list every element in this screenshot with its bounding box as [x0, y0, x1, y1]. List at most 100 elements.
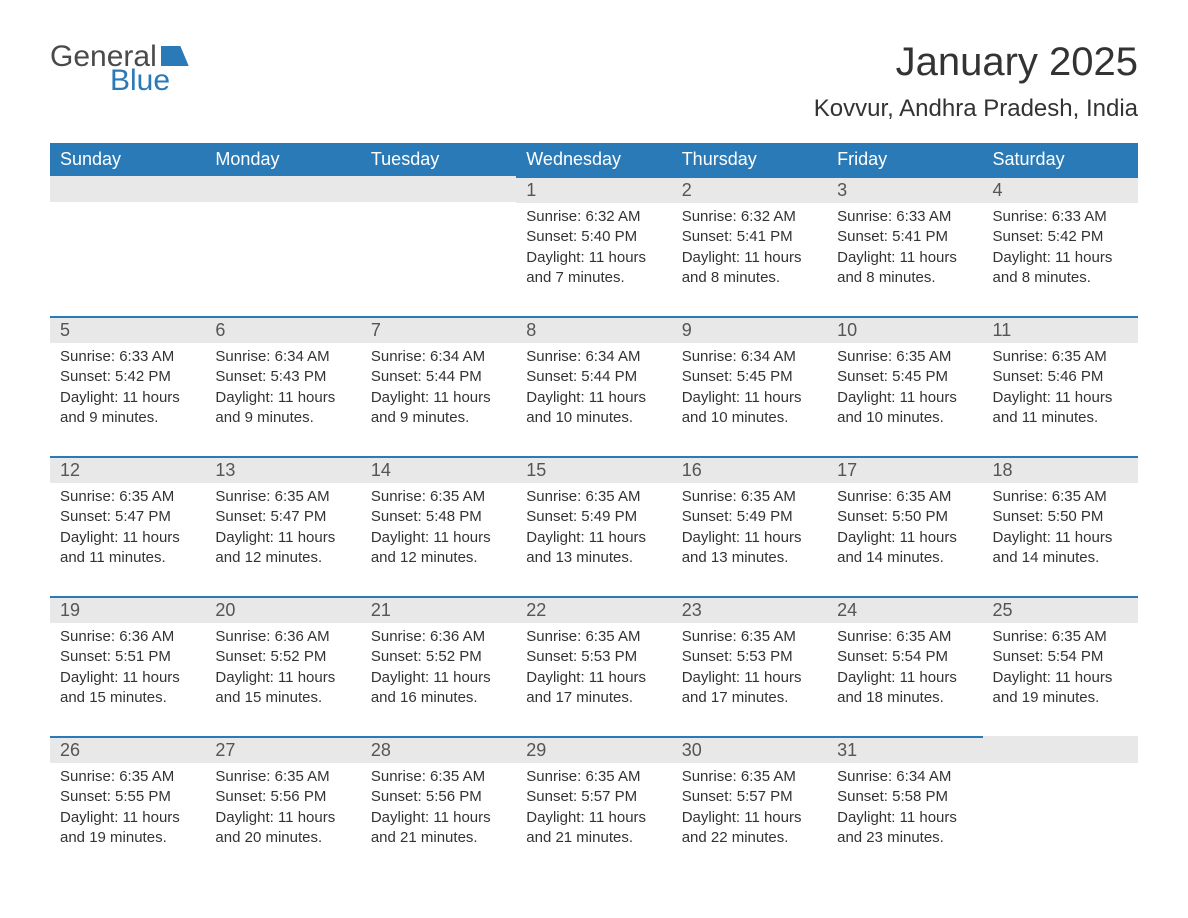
sunset-line: Sunset: 5:57 PM — [526, 787, 661, 807]
sunrise-line: Sunrise: 6:35 AM — [837, 347, 972, 367]
day-content: Sunrise: 6:34 AMSunset: 5:44 PMDaylight:… — [516, 343, 671, 432]
sunset-line: Sunset: 5:45 PM — [837, 367, 972, 387]
sunset-line: Sunset: 5:49 PM — [526, 507, 661, 527]
day-cell: 1Sunrise: 6:32 AMSunset: 5:40 PMDaylight… — [516, 176, 671, 316]
day-content: Sunrise: 6:35 AMSunset: 5:47 PMDaylight:… — [50, 483, 205, 572]
day-cell: 28Sunrise: 6:35 AMSunset: 5:56 PMDayligh… — [361, 736, 516, 876]
day-content: Sunrise: 6:35 AMSunset: 5:56 PMDaylight:… — [361, 763, 516, 852]
day-number: 28 — [361, 736, 516, 763]
day-number: 4 — [983, 176, 1138, 203]
day-cell: 18Sunrise: 6:35 AMSunset: 5:50 PMDayligh… — [983, 456, 1138, 596]
daylight-line: Daylight: 11 hours and 19 minutes. — [993, 668, 1128, 709]
sunrise-line: Sunrise: 6:35 AM — [682, 487, 817, 507]
sunset-line: Sunset: 5:47 PM — [60, 507, 195, 527]
day-content: Sunrise: 6:35 AMSunset: 5:46 PMDaylight:… — [983, 343, 1138, 432]
day-number: 10 — [827, 316, 982, 343]
day-number: 17 — [827, 456, 982, 483]
day-number: 22 — [516, 596, 671, 623]
daylight-line: Daylight: 11 hours and 15 minutes. — [60, 668, 195, 709]
day-cell: 17Sunrise: 6:35 AMSunset: 5:50 PMDayligh… — [827, 456, 982, 596]
sunrise-line: Sunrise: 6:36 AM — [371, 627, 506, 647]
day-number: 12 — [50, 456, 205, 483]
week-row: 1Sunrise: 6:32 AMSunset: 5:40 PMDaylight… — [50, 176, 1138, 316]
sunrise-line: Sunrise: 6:34 AM — [526, 347, 661, 367]
sunset-line: Sunset: 5:47 PM — [215, 507, 350, 527]
day-content: Sunrise: 6:35 AMSunset: 5:45 PMDaylight:… — [827, 343, 982, 432]
day-cell: 7Sunrise: 6:34 AMSunset: 5:44 PMDaylight… — [361, 316, 516, 456]
daylight-line: Daylight: 11 hours and 20 minutes. — [215, 808, 350, 849]
day-cell — [50, 176, 205, 316]
calendar-table: Sunday Monday Tuesday Wednesday Thursday… — [50, 143, 1138, 876]
sunrise-line: Sunrise: 6:35 AM — [993, 487, 1128, 507]
sunset-line: Sunset: 5:43 PM — [215, 367, 350, 387]
sunrise-line: Sunrise: 6:34 AM — [371, 347, 506, 367]
day-content: Sunrise: 6:33 AMSunset: 5:42 PMDaylight:… — [983, 203, 1138, 292]
day-cell: 4Sunrise: 6:33 AMSunset: 5:42 PMDaylight… — [983, 176, 1138, 316]
daylight-line: Daylight: 11 hours and 12 minutes. — [215, 528, 350, 569]
day-content: Sunrise: 6:34 AMSunset: 5:58 PMDaylight:… — [827, 763, 982, 852]
day-content: Sunrise: 6:35 AMSunset: 5:55 PMDaylight:… — [50, 763, 205, 852]
day-cell: 31Sunrise: 6:34 AMSunset: 5:58 PMDayligh… — [827, 736, 982, 876]
day-cell: 9Sunrise: 6:34 AMSunset: 5:45 PMDaylight… — [672, 316, 827, 456]
day-cell: 25Sunrise: 6:35 AMSunset: 5:54 PMDayligh… — [983, 596, 1138, 736]
title-block: January 2025 Kovvur, Andhra Pradesh, Ind… — [814, 40, 1138, 123]
day-number: 29 — [516, 736, 671, 763]
week-row: 12Sunrise: 6:35 AMSunset: 5:47 PMDayligh… — [50, 456, 1138, 596]
sunrise-line: Sunrise: 6:35 AM — [215, 767, 350, 787]
empty-day-number — [361, 176, 516, 202]
daylight-line: Daylight: 11 hours and 21 minutes. — [371, 808, 506, 849]
day-cell: 12Sunrise: 6:35 AMSunset: 5:47 PMDayligh… — [50, 456, 205, 596]
week-row: 19Sunrise: 6:36 AMSunset: 5:51 PMDayligh… — [50, 596, 1138, 736]
daylight-line: Daylight: 11 hours and 7 minutes. — [526, 248, 661, 289]
day-content: Sunrise: 6:35 AMSunset: 5:50 PMDaylight:… — [983, 483, 1138, 572]
day-cell: 8Sunrise: 6:34 AMSunset: 5:44 PMDaylight… — [516, 316, 671, 456]
day-content: Sunrise: 6:35 AMSunset: 5:49 PMDaylight:… — [672, 483, 827, 572]
sunset-line: Sunset: 5:44 PM — [526, 367, 661, 387]
daylight-line: Daylight: 11 hours and 13 minutes. — [526, 528, 661, 569]
daylight-line: Daylight: 11 hours and 9 minutes. — [60, 388, 195, 429]
sunrise-line: Sunrise: 6:35 AM — [371, 487, 506, 507]
logo-blue-text: Blue — [110, 64, 189, 98]
sunset-line: Sunset: 5:56 PM — [371, 787, 506, 807]
day-cell: 11Sunrise: 6:35 AMSunset: 5:46 PMDayligh… — [983, 316, 1138, 456]
day-number: 23 — [672, 596, 827, 623]
day-cell: 20Sunrise: 6:36 AMSunset: 5:52 PMDayligh… — [205, 596, 360, 736]
sunrise-line: Sunrise: 6:33 AM — [837, 207, 972, 227]
sunrise-line: Sunrise: 6:36 AM — [215, 627, 350, 647]
day-cell: 3Sunrise: 6:33 AMSunset: 5:41 PMDaylight… — [827, 176, 982, 316]
day-cell: 6Sunrise: 6:34 AMSunset: 5:43 PMDaylight… — [205, 316, 360, 456]
sunset-line: Sunset: 5:40 PM — [526, 227, 661, 247]
day-number: 13 — [205, 456, 360, 483]
weekday-header: Thursday — [672, 143, 827, 176]
daylight-line: Daylight: 11 hours and 14 minutes. — [993, 528, 1128, 569]
sunset-line: Sunset: 5:44 PM — [371, 367, 506, 387]
sunrise-line: Sunrise: 6:35 AM — [215, 487, 350, 507]
day-cell — [983, 736, 1138, 876]
sunset-line: Sunset: 5:46 PM — [993, 367, 1128, 387]
sunrise-line: Sunrise: 6:35 AM — [993, 627, 1128, 647]
day-cell: 23Sunrise: 6:35 AMSunset: 5:53 PMDayligh… — [672, 596, 827, 736]
sunrise-line: Sunrise: 6:34 AM — [215, 347, 350, 367]
day-content: Sunrise: 6:35 AMSunset: 5:53 PMDaylight:… — [672, 623, 827, 712]
day-number: 31 — [827, 736, 982, 763]
sunset-line: Sunset: 5:58 PM — [837, 787, 972, 807]
day-content: Sunrise: 6:34 AMSunset: 5:43 PMDaylight:… — [205, 343, 360, 432]
weekday-header: Wednesday — [516, 143, 671, 176]
day-number: 14 — [361, 456, 516, 483]
day-number: 18 — [983, 456, 1138, 483]
sunrise-line: Sunrise: 6:35 AM — [837, 627, 972, 647]
month-title: January 2025 — [814, 40, 1138, 85]
daylight-line: Daylight: 11 hours and 18 minutes. — [837, 668, 972, 709]
day-cell: 15Sunrise: 6:35 AMSunset: 5:49 PMDayligh… — [516, 456, 671, 596]
weekday-header: Tuesday — [361, 143, 516, 176]
sunrise-line: Sunrise: 6:33 AM — [993, 207, 1128, 227]
sunset-line: Sunset: 5:41 PM — [837, 227, 972, 247]
day-content: Sunrise: 6:32 AMSunset: 5:40 PMDaylight:… — [516, 203, 671, 292]
daylight-line: Daylight: 11 hours and 14 minutes. — [837, 528, 972, 569]
day-number: 8 — [516, 316, 671, 343]
sunset-line: Sunset: 5:54 PM — [993, 647, 1128, 667]
sunrise-line: Sunrise: 6:35 AM — [526, 487, 661, 507]
day-number: 27 — [205, 736, 360, 763]
day-content: Sunrise: 6:35 AMSunset: 5:47 PMDaylight:… — [205, 483, 360, 572]
daylight-line: Daylight: 11 hours and 23 minutes. — [837, 808, 972, 849]
